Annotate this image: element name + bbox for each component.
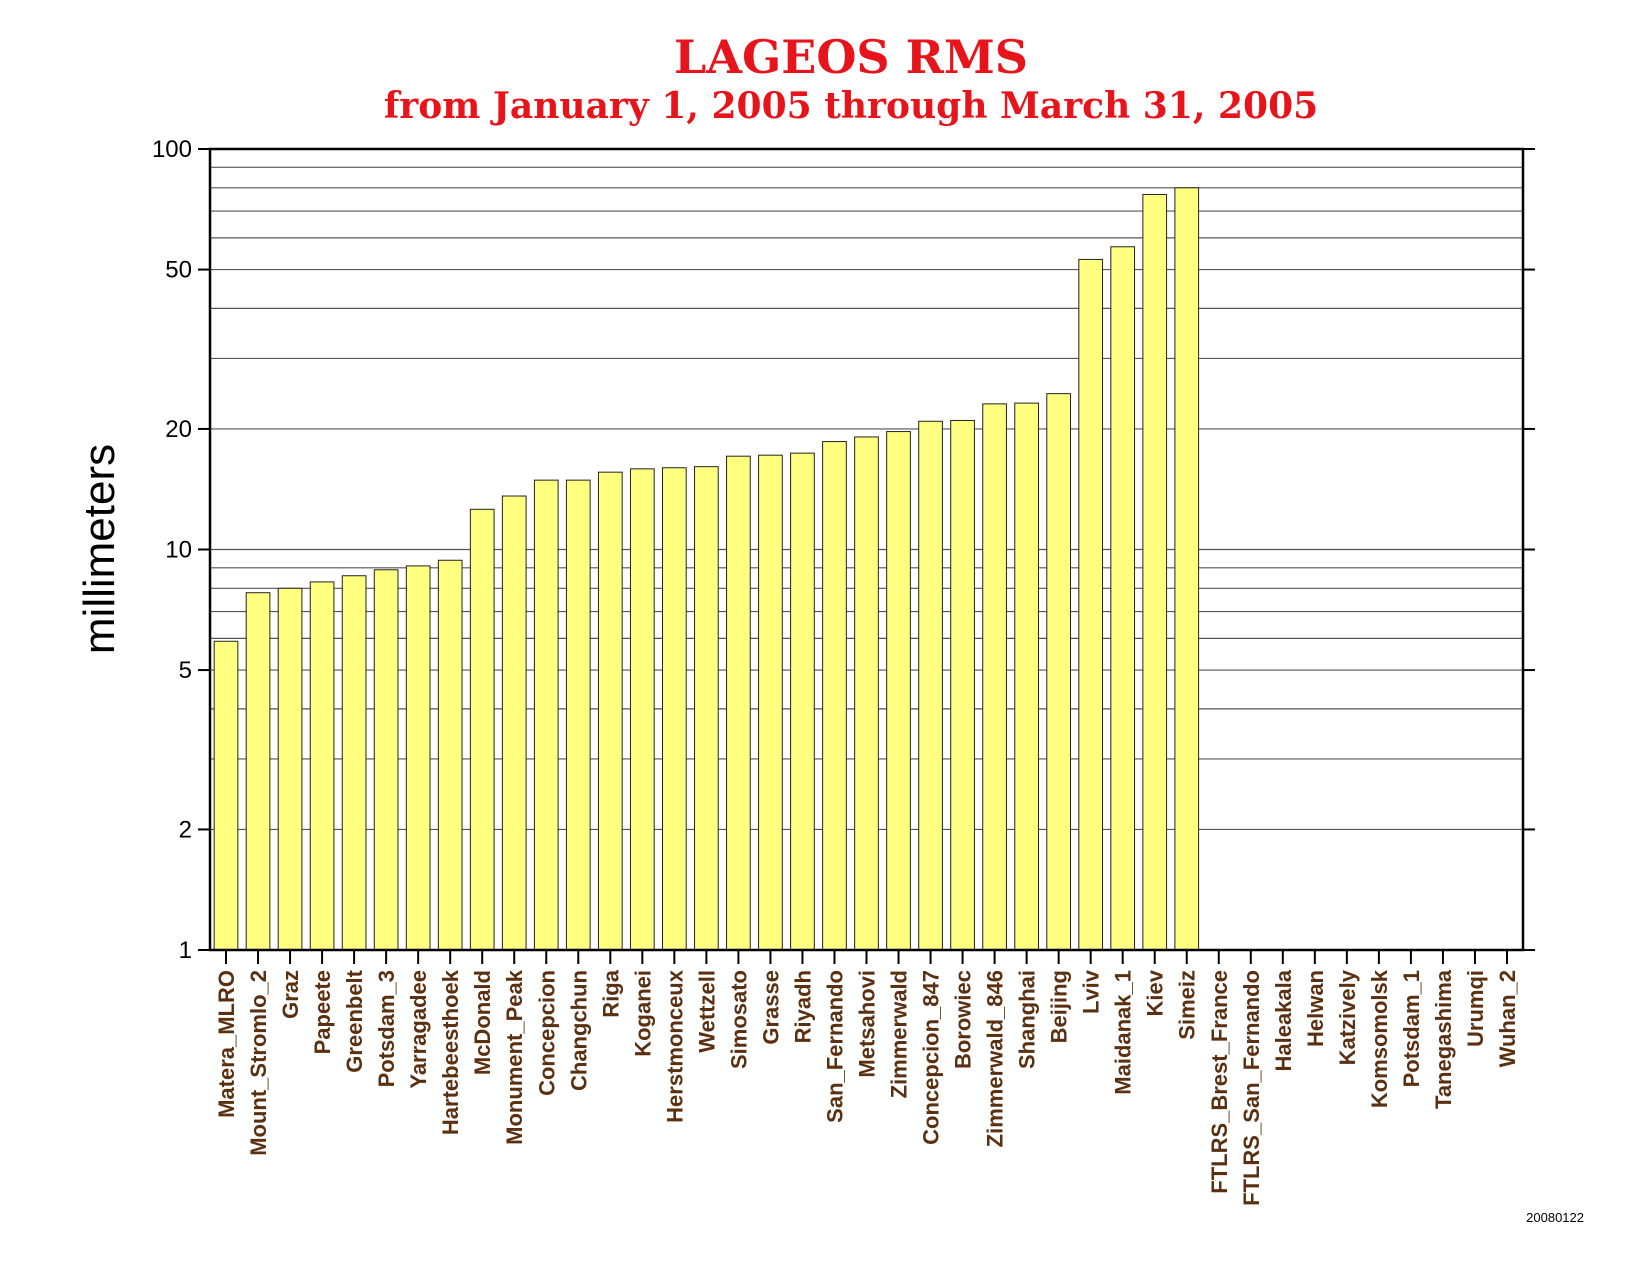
x-tick-label: Wuhan_2 xyxy=(1495,970,1520,1067)
bar xyxy=(854,436,879,951)
y-axis: 1 2 5 10 20 50 100 xyxy=(152,136,1535,964)
x-tick-label: Zimmerwald_846 xyxy=(983,970,1008,1147)
x-tick-label: Kiev xyxy=(1143,969,1168,1016)
x-tick-label: Papeete xyxy=(310,970,335,1054)
bar xyxy=(373,569,399,951)
date-stamp: 20080122 xyxy=(1526,1210,1584,1225)
y-tick-label: 100 xyxy=(152,136,192,163)
bar xyxy=(1014,402,1039,951)
x-tick-label: Urumqi xyxy=(1463,970,1488,1047)
bar xyxy=(469,508,495,951)
bar xyxy=(629,468,655,951)
y-tick-label: 20 xyxy=(165,416,192,443)
x-tick-label: Beijing xyxy=(1047,970,1072,1043)
x-tick-label: Shanghai xyxy=(1015,970,1040,1069)
bar xyxy=(982,403,1007,951)
bars xyxy=(213,187,1200,951)
bar xyxy=(694,466,719,951)
x-tick-label: McDonald xyxy=(470,970,495,1075)
bar xyxy=(501,495,527,951)
chart-title: LAGEOS RMS xyxy=(674,30,1028,84)
x-tick-label: Wettzell xyxy=(694,970,719,1053)
bar xyxy=(597,471,623,951)
x-tick-label: Katzively xyxy=(1335,969,1360,1065)
bar xyxy=(1078,258,1104,951)
bar xyxy=(1174,187,1200,951)
bar xyxy=(822,441,847,951)
x-tick-label: Riga xyxy=(598,969,623,1017)
x-tick-label: Mount_Stromlo_2 xyxy=(246,970,271,1156)
bar xyxy=(886,431,911,951)
chart-subtitle: from January 1, 2005 through March 31, 2… xyxy=(384,85,1318,127)
x-tick-label: Changchun xyxy=(566,970,591,1091)
x-tick-label: Zimmerwald xyxy=(887,970,912,1098)
bar xyxy=(950,419,975,951)
y-tick-label: 10 xyxy=(165,537,192,564)
x-tick-label: Monument_Peak xyxy=(502,969,527,1145)
x-axis: Matera_MLRO Mount_Stromlo_2 Graz Papeete Gre… xyxy=(214,950,1520,1206)
x-tick-label: FTLRS_Brest_France xyxy=(1207,970,1232,1194)
x-tick-label: Lviv xyxy=(1079,969,1104,1014)
bar xyxy=(405,565,431,951)
x-tick-label: Graz xyxy=(278,970,303,1019)
y-tick-label: 1 xyxy=(179,937,192,964)
bar xyxy=(277,587,303,951)
bar xyxy=(341,575,367,951)
x-tick-label: Riyadh xyxy=(790,970,815,1043)
x-tick-label: Concepcion xyxy=(534,970,559,1096)
x-tick-label: FTLRS_San_Fernando xyxy=(1239,970,1264,1206)
x-tick-label: Matera_MLRO xyxy=(214,970,239,1118)
x-tick-label: Tanegashima xyxy=(1431,969,1456,1109)
bar xyxy=(1046,393,1071,951)
y-tick-label: 50 xyxy=(165,257,192,284)
x-tick-label: Herstmonceux xyxy=(662,969,687,1123)
x-tick-label: Borowiec xyxy=(951,970,976,1069)
y-tick-label: 5 xyxy=(179,657,192,684)
bar xyxy=(758,454,783,951)
bar xyxy=(213,640,239,951)
x-tick-label: Komsomolsk xyxy=(1367,969,1392,1108)
x-tick-label: Hartebeesthoek xyxy=(438,969,463,1135)
y-axis-label: millimeters xyxy=(75,444,124,654)
bar xyxy=(1110,246,1136,951)
x-tick-label: Grasse xyxy=(758,970,783,1045)
bar xyxy=(726,455,751,951)
y-tick-label: 2 xyxy=(179,816,192,843)
bar xyxy=(309,581,335,951)
bar xyxy=(918,420,943,951)
x-tick-label: Metsahovi xyxy=(855,970,880,1078)
bar xyxy=(662,467,687,951)
x-tick-label: Potsdam_1 xyxy=(1399,970,1424,1087)
x-tick-label: Yarragadee xyxy=(406,970,431,1089)
x-tick-label: Haleakala xyxy=(1271,969,1296,1071)
x-tick-label: Helwan xyxy=(1303,970,1328,1047)
x-tick-label: San_Fernando xyxy=(822,970,847,1123)
x-tick-label: Concepcion_847 xyxy=(919,970,944,1145)
bar xyxy=(437,559,463,951)
bar xyxy=(533,479,559,951)
bar xyxy=(565,479,591,951)
bar xyxy=(245,592,271,951)
x-tick-label: Maidanak_1 xyxy=(1111,970,1136,1095)
x-tick-label: Simosato xyxy=(726,970,751,1069)
x-tick-label: Greenbelt xyxy=(342,969,367,1072)
x-tick-label: Koganei xyxy=(630,970,655,1057)
bar xyxy=(1142,193,1168,951)
bar xyxy=(790,452,815,951)
x-tick-label: Potsdam_3 xyxy=(374,970,399,1087)
x-tick-label: Simeiz xyxy=(1175,970,1200,1040)
